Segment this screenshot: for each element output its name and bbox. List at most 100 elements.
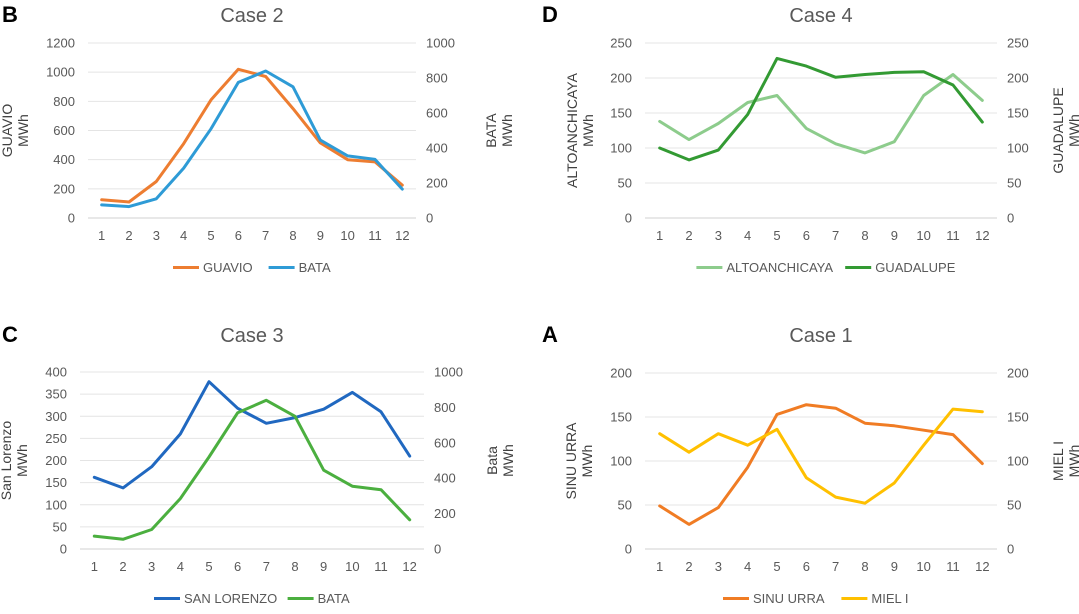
y-left-tick-label: 800: [53, 94, 75, 109]
y-right-axis-title-line1: MIEL I: [1050, 441, 1066, 481]
y-left-tick-label: 100: [45, 497, 67, 512]
series-line-altoanchicaya: [658, 73, 984, 155]
y-left-tick-label: 50: [618, 176, 632, 191]
x-tick-label: 1: [656, 559, 663, 574]
chart-title: Case 4: [789, 5, 852, 27]
y-left-tick-label: 400: [45, 365, 67, 380]
legend-item: MIEL I: [841, 591, 908, 606]
x-tick-label: 5: [207, 228, 214, 243]
y-right-tick-label: 50: [1007, 498, 1021, 513]
y-right-tick-label: 150: [1007, 410, 1029, 425]
panel-letter: D: [542, 2, 558, 27]
y-right-tick-label: 50: [1007, 176, 1021, 191]
legend-label: GUAVIO: [203, 260, 253, 275]
y-right-tick-label: 200: [426, 176, 448, 191]
y-right-tick-label: 800: [426, 71, 448, 86]
x-tick-label: 1: [91, 559, 98, 574]
series-line-san-lorenzo: [92, 380, 412, 490]
x-tick-label: 7: [832, 559, 839, 574]
y-left-axis-title: GUAVIO MWh: [0, 104, 31, 158]
y-left-axis-title-line1: ALTOANCHICAYA: [564, 72, 580, 188]
x-tick-label: 3: [148, 559, 155, 574]
y-right-axis-title: MIEL I MWh: [1050, 441, 1079, 481]
y-right-axis-title-line2: MWh: [1066, 445, 1079, 478]
x-tick-label: 9: [320, 559, 327, 574]
x-tick-label: 6: [803, 228, 810, 243]
y-right-axis-title: BATA MWh: [483, 113, 515, 148]
y-right-tick-label: 100: [1007, 454, 1029, 469]
y-left-tick-label: 0: [68, 211, 75, 226]
x-tick-label: 9: [891, 228, 898, 243]
x-tick-label: 1: [656, 228, 663, 243]
x-tick-label: 8: [861, 559, 868, 574]
y-right-tick-label: 600: [434, 435, 456, 450]
y-left-tick-label: 150: [45, 475, 67, 490]
legend-item: GUADALUPE: [845, 260, 956, 275]
chart-panel-case-1: A Case 1 0 50 100 150 200 0 50 100 150 200 1 2 3 4 5 6 7 8 9…: [540, 320, 1079, 609]
y-right-tick-label: 0: [426, 211, 433, 226]
x-tick-label: 2: [119, 559, 126, 574]
legend-item: GUAVIO: [173, 260, 253, 275]
x-tick-label: 9: [891, 559, 898, 574]
y-left-tick-label: 0: [60, 542, 67, 557]
y-left-tick-label: 250: [610, 36, 632, 51]
chart-title: Case 1: [789, 325, 852, 347]
x-tick-label: 6: [234, 559, 241, 574]
series-line-bata: [92, 398, 412, 541]
y-left-tick-label: 150: [610, 106, 632, 121]
y-right-tick-label: 400: [434, 471, 456, 486]
series-line-sinu-urra: [658, 403, 984, 526]
y-left-tick-label: 200: [45, 453, 67, 468]
y-left-tick-label: 1200: [46, 36, 75, 51]
legend-label: SAN LORENZO: [184, 591, 277, 606]
x-tick-label: 11: [368, 228, 382, 243]
y-right-tick-label: 0: [434, 542, 441, 557]
y-right-axis-title-line1: Bata: [484, 446, 500, 475]
x-tick-label: 4: [180, 228, 187, 243]
x-tick-label: 7: [263, 559, 270, 574]
panel-letter: B: [2, 2, 18, 27]
x-tick-label: 10: [916, 559, 930, 574]
legend-label: MIEL I: [871, 591, 908, 606]
y-right-axis-title-line2: MWh: [500, 444, 516, 477]
chart-title: Case 2: [220, 5, 283, 27]
x-tick-label: 3: [715, 559, 722, 574]
series-line-guadalupe: [658, 56, 984, 162]
x-tick-label: 12: [975, 228, 989, 243]
y-right-tick-label: 200: [1007, 71, 1029, 86]
y-right-tick-label: 250: [1007, 36, 1029, 51]
chart-case-3-svg: C Case 3 0 50 100 150 200 250 300 350 400 0 200 400 60…: [0, 322, 516, 606]
y-right-tick-label: 200: [434, 506, 456, 521]
chart-panel-case-4: D Case 4 0 50 100 150 200 250 0 50 100 150 200 250 1 2 3…: [540, 0, 1079, 300]
x-tick-label: 3: [153, 228, 160, 243]
y-left-axis-title: SINU URRA MWh: [563, 422, 595, 500]
panel-letter: A: [542, 322, 558, 347]
y-left-tick-label: 0: [625, 542, 632, 557]
legend-label: BATA: [299, 260, 331, 275]
y-right-tick-label: 800: [434, 400, 456, 415]
y-left-tick-label: 50: [53, 519, 67, 534]
x-tick-label: 4: [744, 228, 751, 243]
y-left-tick-label: 150: [610, 410, 632, 425]
chart-panel-case-2: B Case 2 0 200 400 600 800 1000 1200 0 200 400 600 80…: [0, 0, 540, 300]
y-right-tick-label: 0: [1007, 211, 1014, 226]
x-tick-label: 12: [395, 228, 409, 243]
y-right-axis-title: Bata MWh: [484, 444, 516, 477]
y-left-tick-label: 100: [610, 454, 632, 469]
x-tick-label: 12: [402, 559, 416, 574]
y-left-axis-title-line2: MWh: [579, 445, 595, 478]
series-line-miel-i: [658, 407, 984, 505]
x-tick-label: 8: [291, 559, 298, 574]
y-left-axis-title-line1: San Lorenzo: [0, 421, 14, 501]
y-left-tick-label: 300: [45, 409, 67, 424]
x-tick-label: 8: [861, 228, 868, 243]
x-tick-label: 6: [803, 559, 810, 574]
chart-case-2-svg: B Case 2 0 200 400 600 800 1000 1200 0 200 400 600 80…: [0, 2, 515, 275]
legend-item: ALTOANCHICAYA: [696, 260, 833, 275]
legend-item: BATA: [287, 591, 350, 606]
y-right-axis-title-line1: GUADALUPE: [1050, 87, 1066, 173]
y-right-axis-title-line2: MWh: [499, 114, 515, 147]
x-tick-label: 4: [177, 559, 184, 574]
y-left-axis-title: San Lorenzo MWh: [0, 421, 30, 501]
